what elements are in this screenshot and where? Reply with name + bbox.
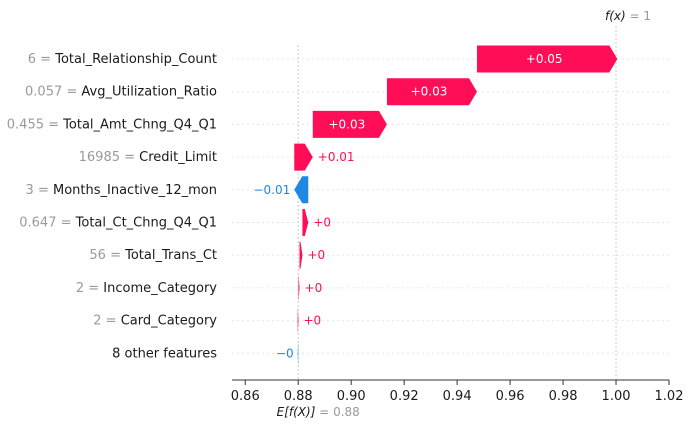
fx-label: f(x) [605, 9, 626, 23]
feature-name: 8 other features [112, 346, 217, 361]
x-tick-label: 0.98 [549, 389, 578, 404]
contribution-label: +0 [307, 248, 325, 262]
x-axis: 0.86 0.88 0.90 0.92 0.94 0.96 0.98 1.00 1.02 [231, 379, 684, 404]
feature-label: 2 = Card_Category [93, 314, 217, 329]
negative-contribution-bar [294, 176, 309, 204]
feature-label: 2 = Income_Category [76, 281, 217, 296]
feature-label: 3 = Months_Inactive_12_mon [26, 183, 217, 198]
x-tick-label: 0.94 [443, 389, 472, 404]
feature-equals: = [84, 281, 103, 296]
contribution-label: −0.01 [253, 183, 290, 197]
x-tick-label: 0.90 [337, 389, 366, 404]
feature-name: Income_Category [103, 281, 217, 296]
positive-contribution-bar [312, 110, 387, 138]
feature-value: 6 [28, 52, 36, 67]
feature-label: 6 = Total_Relationship_Count [28, 52, 217, 67]
feature-label: 0.057 = Avg_Utilization_Ratio [25, 85, 217, 100]
feature-name: Total_Relationship_Count [54, 52, 217, 67]
contribution-label: +0.03 [411, 85, 448, 99]
contribution-label: +0 [303, 314, 321, 328]
feature-value: 3 [26, 183, 34, 198]
feature-value: 16985 [79, 150, 120, 165]
x-tick-label: 1.02 [655, 389, 684, 404]
feature-equals: = [106, 248, 125, 263]
positive-contribution-bar [298, 274, 300, 302]
feature-equals: = [36, 52, 55, 67]
positive-contribution-bar [386, 78, 477, 106]
feature-name: Total_Ct_Chng_Q4_Q1 [75, 216, 217, 231]
positive-contribution-bar [476, 45, 618, 73]
x-tick-label: 0.88 [284, 389, 313, 404]
feature-value: 2 [93, 314, 101, 329]
feature-label: 0.455 = Total_Amt_Chng_Q4_Q1 [7, 117, 217, 132]
positive-contribution-bar [294, 143, 313, 171]
contribution-label: −0 [276, 346, 294, 360]
output-value-annotation: f(x) = 1 [605, 9, 651, 23]
feature-label: 0.647 = Total_Ct_Chng_Q4_Q1 [19, 216, 217, 231]
feature-name: Card_Category [121, 314, 218, 329]
fx-value: 1 [643, 9, 651, 23]
base-label: E[f(X)] [277, 405, 316, 419]
feature-equals: = [102, 314, 121, 329]
feature-equals: = [120, 150, 139, 165]
feature-equals: = [62, 85, 81, 100]
positive-contribution-bar [299, 241, 303, 269]
contribution-label: +0.05 [526, 52, 563, 66]
feature-name: Avg_Utilization_Ratio [81, 85, 217, 100]
feature-value: 2 [76, 281, 84, 296]
feature-value: 0.647 [19, 216, 56, 231]
feature-equals: = [44, 117, 63, 132]
feature-label: 16985 = Credit_Limit [79, 150, 217, 165]
feature-value: 56 [89, 248, 106, 263]
fx-equals: = [626, 9, 644, 23]
contribution-label: +0.03 [328, 117, 365, 131]
negative-contribution-bar [297, 339, 299, 367]
positive-contribution-bar [302, 209, 309, 236]
feature-value: 0.057 [25, 85, 62, 100]
x-tick-label: 1.00 [602, 389, 631, 404]
x-tick-label: 0.96 [496, 389, 525, 404]
base-equals: = [315, 405, 333, 419]
x-tick-label: 0.92 [390, 389, 419, 404]
feature-label: 56 = Total_Trans_Ct [89, 248, 217, 263]
expected-value-annotation: E[f(X)] = 0.88 [277, 405, 360, 419]
contribution-bars: +0.05 +0.03 +0.03 +0.01 −0.01 +0 +0 +0 +0 −0 [253, 45, 618, 367]
feature-name: Months_Inactive_12_mon [53, 183, 217, 198]
feature-name: Credit_Limit [139, 150, 217, 165]
x-tick-label: 0.86 [231, 389, 260, 404]
contribution-label: +0 [305, 281, 323, 295]
feature-value: 0.455 [7, 117, 44, 132]
positive-contribution-bar [297, 307, 299, 335]
contribution-label: +0.01 [318, 150, 355, 164]
feature-labels: 6 = Total_Relationship_Count 0.057 = Avg_… [7, 52, 218, 361]
feature-equals: = [34, 183, 53, 198]
feature-equals: = [56, 216, 75, 231]
feature-name: Total_Trans_Ct [124, 248, 217, 263]
feature-name: Total_Amt_Chng_Q4_Q1 [62, 117, 217, 132]
contribution-label: +0 [313, 216, 331, 230]
base-value: 0.88 [333, 405, 360, 419]
feature-label: 8 other features [112, 346, 217, 361]
